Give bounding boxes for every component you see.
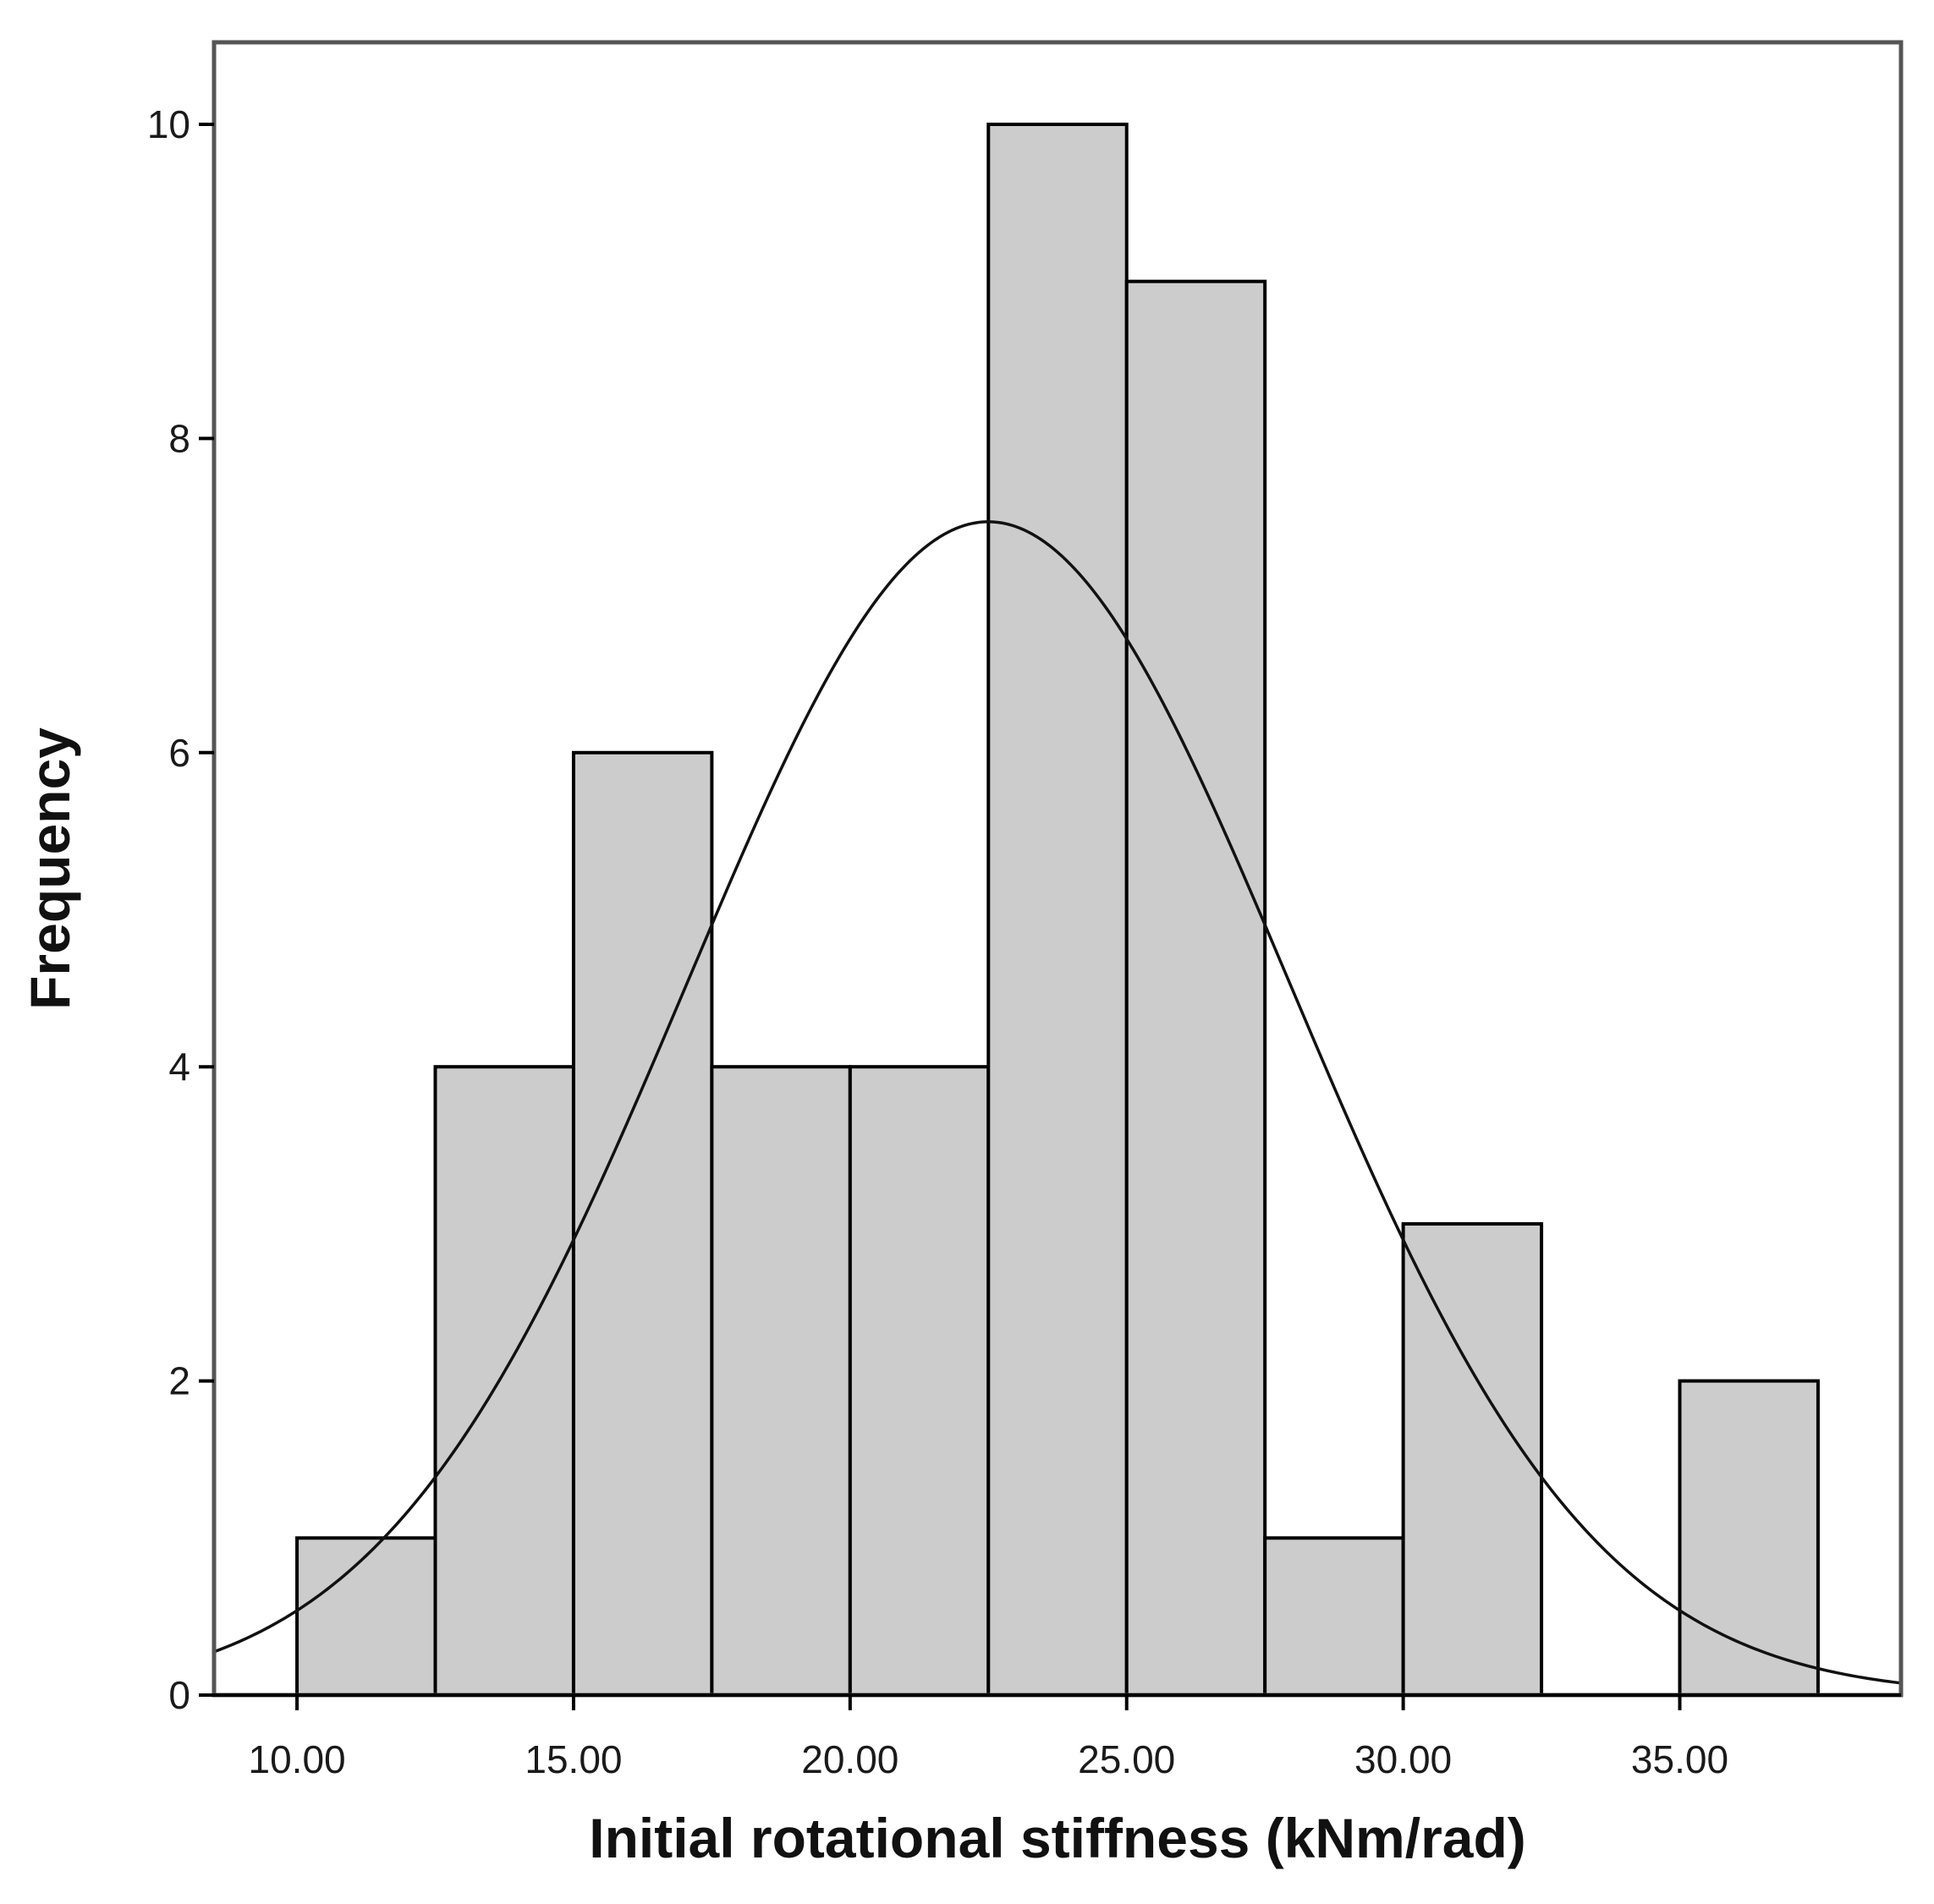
histogram-bar-8 xyxy=(1401,1221,1544,1697)
histogram-bar-2 xyxy=(571,750,714,1697)
histogram-bar-6 xyxy=(1124,279,1267,1698)
y-tick-label-8: 8 xyxy=(168,416,190,460)
y-tick-label-0: 0 xyxy=(168,1673,190,1717)
y-tick-label-10: 10 xyxy=(147,102,190,146)
x-tick-label-25: 25.00 xyxy=(1078,1737,1175,1781)
x-tick-label-10: 10.00 xyxy=(249,1737,346,1781)
x-tick-label-20: 20.00 xyxy=(801,1737,898,1781)
x-tick-label-35: 35.00 xyxy=(1631,1737,1728,1781)
histogram-bar-7 xyxy=(1263,1536,1405,1698)
x-tick-label-15: 15.00 xyxy=(525,1737,622,1781)
x-axis-ticks: 10.00 15.00 20.00 25.00 30.00 35.00 xyxy=(249,1695,1728,1781)
histogram-bar-4 xyxy=(848,1065,991,1697)
y-axis-title: Frequency xyxy=(19,727,81,1010)
histogram-bars xyxy=(295,123,1820,1698)
y-axis-ticks: 0 2 4 6 8 10 xyxy=(147,102,214,1717)
y-tick-label-2: 2 xyxy=(168,1359,190,1403)
x-axis-title: Initial rotational stiffness (kNm/rad) xyxy=(589,1807,1526,1869)
x-tick-label-30: 30.00 xyxy=(1354,1737,1452,1781)
histogram-bar-1 xyxy=(433,1065,575,1697)
histogram-bar-3 xyxy=(710,1065,852,1697)
histogram-bar-0 xyxy=(295,1536,437,1698)
histogram-bar-5 xyxy=(986,123,1129,1697)
histogram-bar-10 xyxy=(1678,1379,1820,1697)
y-tick-label-4: 4 xyxy=(168,1045,190,1089)
y-tick-label-6: 6 xyxy=(168,731,190,775)
normal-distribution-curve xyxy=(213,520,1902,1685)
